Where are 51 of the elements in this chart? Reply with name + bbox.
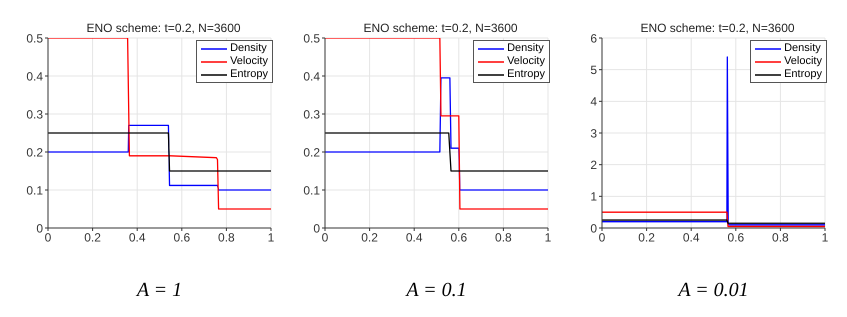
- x-tick-label: 0.4: [406, 230, 423, 245]
- legend-label: Entropy: [784, 68, 822, 81]
- y-tick-label: 0.3: [303, 107, 320, 122]
- x-axis-title: A = 0.01: [676, 279, 749, 301]
- y-tick-label: 0: [36, 221, 44, 236]
- line-series: [48, 124, 271, 191]
- y-tick-label: 4: [590, 94, 598, 109]
- x-tick-label: 0.6: [727, 230, 744, 245]
- x-tick-label: 1: [544, 230, 552, 245]
- y-tick-label: 0.5: [26, 31, 44, 46]
- y-tick-label: 0.1: [303, 183, 320, 198]
- legend-label: Entropy: [230, 68, 268, 81]
- y-tick-label: 0.2: [26, 145, 44, 160]
- y-tick-label: 5: [590, 62, 598, 77]
- legend-label: Velocity: [784, 55, 822, 68]
- x-tick-label: 0.4: [128, 230, 146, 245]
- x-tick-label: 0.8: [772, 230, 790, 245]
- x-axis-title: A = 0.1: [404, 279, 467, 301]
- x-tick-label: 0.6: [173, 230, 190, 245]
- x-tick-label: 0.8: [495, 230, 512, 245]
- y-tick-label: 3: [590, 126, 598, 140]
- chart-title: ENO scheme: t=0.2, N=3600: [363, 21, 518, 35]
- y-tick-label: 0: [313, 221, 320, 236]
- legend-label: Density: [507, 42, 544, 55]
- x-tick-label: 0.2: [361, 230, 378, 245]
- y-tick-label: 0.2: [303, 145, 320, 160]
- x-tick-label: 0.8: [218, 230, 236, 245]
- legend-label: Entropy: [507, 68, 545, 81]
- chart-title: ENO scheme: t=0.2, N=3600: [86, 21, 241, 35]
- y-tick-label: 6: [590, 31, 598, 46]
- y-tick-label: 0.5: [303, 31, 320, 46]
- y-tick-label: 0.1: [26, 183, 44, 198]
- y-tick-label: 0.4: [26, 69, 44, 84]
- chart-title: ENO scheme: t=0.2, N=3600: [640, 21, 795, 35]
- legend-label: Velocity: [230, 55, 268, 68]
- y-tick-label: 0.3: [26, 107, 44, 122]
- x-tick-label: 0.2: [638, 230, 656, 245]
- line-series: [602, 56, 825, 226]
- x-tick-label: 1: [822, 230, 829, 245]
- legend-label: Velocity: [507, 55, 545, 68]
- x-axis-title: A = 1: [134, 279, 182, 301]
- x-tick-label: 1: [268, 230, 275, 245]
- legend-label: Density: [230, 42, 267, 55]
- y-tick-label: 0.4: [303, 69, 320, 84]
- legend-label: Density: [784, 42, 821, 55]
- x-tick-label: 0.2: [84, 230, 102, 245]
- y-tick-label: 0: [590, 221, 598, 236]
- y-tick-label: 2: [590, 158, 598, 172]
- x-tick-label: 0.6: [450, 230, 468, 245]
- y-tick-label: 1: [590, 190, 598, 204]
- x-tick-label: 0.4: [682, 230, 700, 245]
